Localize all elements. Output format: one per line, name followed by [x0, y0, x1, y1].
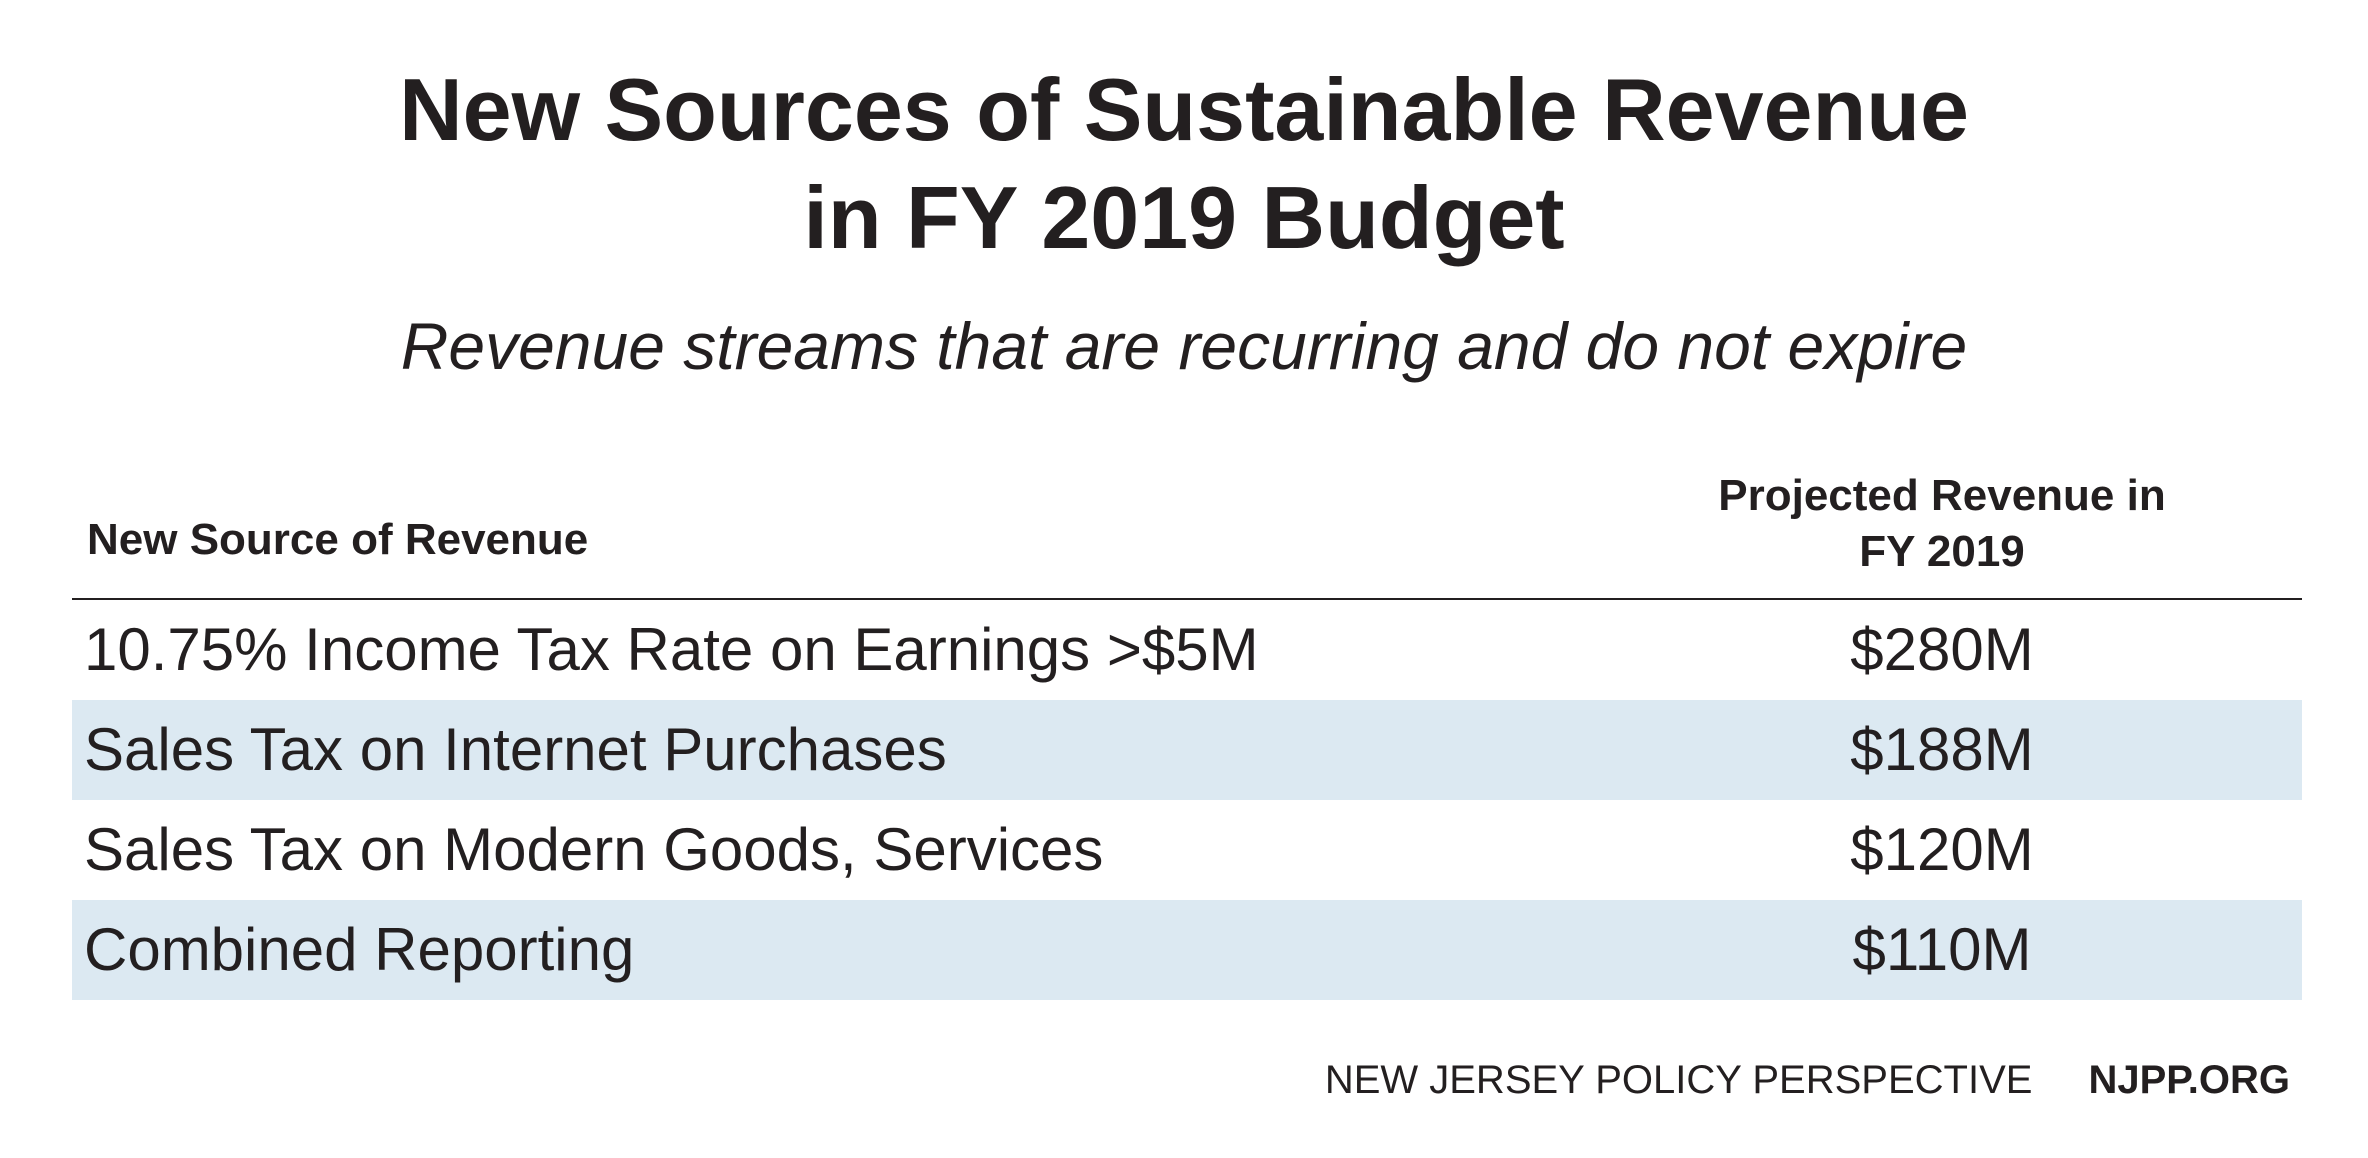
- revenue-table: New Source of Revenue Projected Revenue …: [72, 462, 2302, 1000]
- revenue-source-cell: Combined Reporting: [84, 916, 635, 983]
- column-header-value-line-2: FY 2019: [1859, 527, 2025, 576]
- projected-revenue-cell: $188M: [1850, 716, 2034, 783]
- table-header: New Source of Revenue Projected Revenue …: [72, 462, 2302, 600]
- footer: NEW JERSEY POLICY PERSPECTIVE NJPP.ORG: [1325, 1056, 2290, 1104]
- column-header-value-line-1: Projected Revenue in: [1718, 471, 2166, 520]
- revenue-source-cell: 10.75% Income Tax Rate on Earnings >$5M: [84, 616, 1259, 683]
- revenue-source-cell: Sales Tax on Modern Goods, Services: [84, 816, 1104, 883]
- chart-title: New Sources of Sustainable Revenue in FY…: [0, 56, 2368, 272]
- table-body: 10.75% Income Tax Rate on Earnings >$5M $…: [72, 600, 2302, 1000]
- projected-revenue-cell: $110M: [1852, 916, 2032, 983]
- table-row: Combined Reporting $110M: [72, 900, 2302, 1000]
- chart-subtitle: Revenue streams that are recurring and d…: [400, 309, 1968, 383]
- column-header-source: New Source of Revenue: [87, 515, 589, 564]
- projected-revenue-cell: $280M: [1850, 616, 2034, 683]
- chart-title-line-1: New Sources of Sustainable Revenue: [399, 60, 1969, 159]
- footer-organization: NEW JERSEY POLICY PERSPECTIVE: [1324, 1058, 2033, 1102]
- footer-website: NJPP.ORG: [2088, 1058, 2290, 1102]
- revenue-source-cell: Sales Tax on Internet Purchases: [84, 716, 947, 783]
- table-row: Sales Tax on Internet Purchases $188M: [72, 700, 2302, 800]
- chart-title-line-2: in FY 2019 Budget: [803, 168, 1565, 267]
- projected-revenue-cell: $120M: [1850, 816, 2034, 883]
- table-row: Sales Tax on Modern Goods, Services $120M: [72, 800, 2302, 900]
- table-row: 10.75% Income Tax Rate on Earnings >$5M $…: [72, 600, 2302, 700]
- column-header-value: Projected Revenue in FY 2019: [1632, 468, 2252, 580]
